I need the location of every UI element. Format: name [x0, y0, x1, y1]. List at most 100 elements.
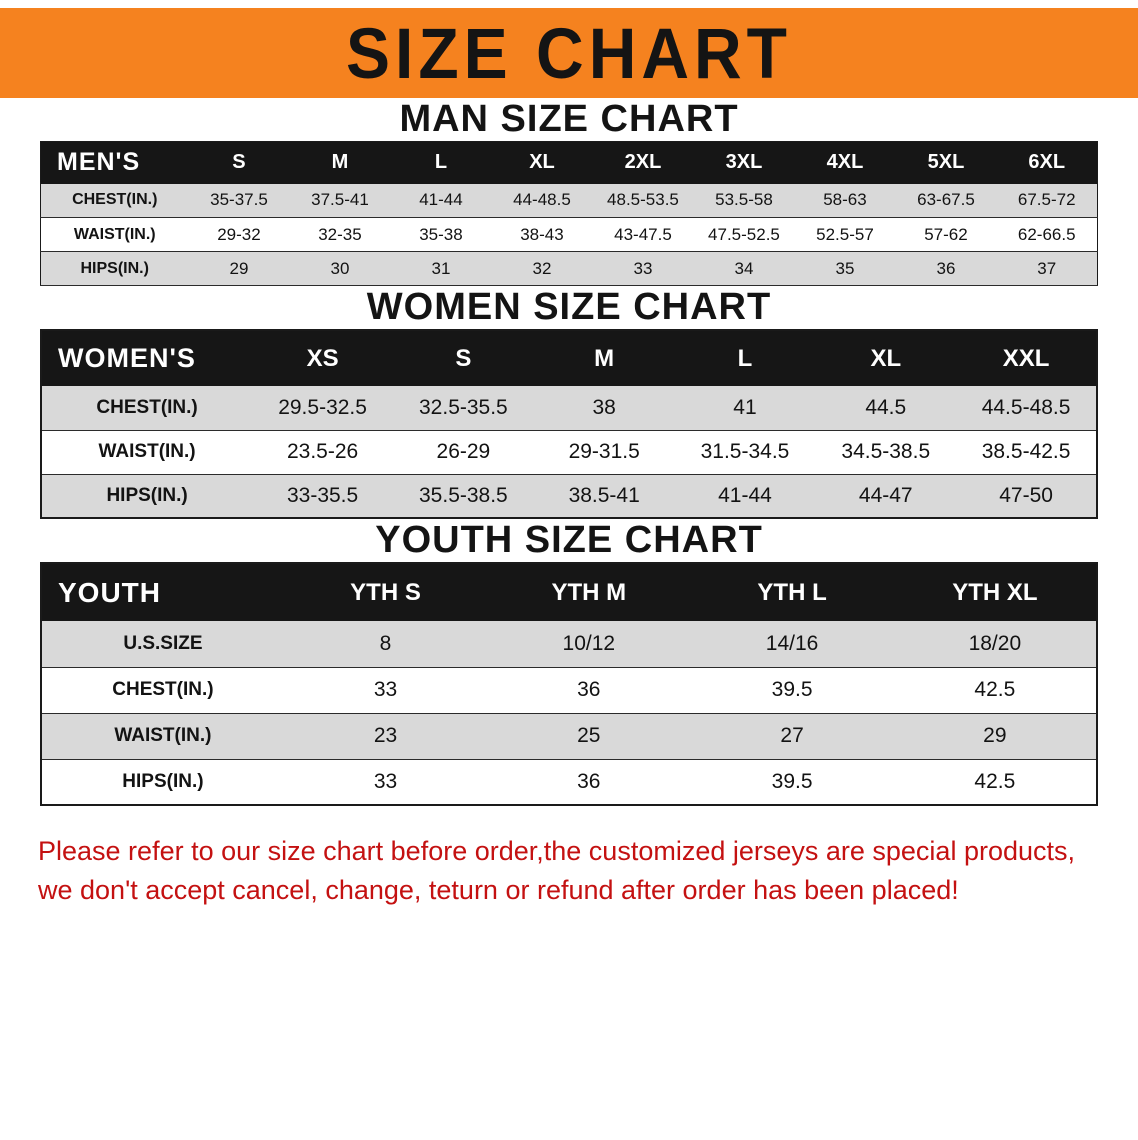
women-header-row: WOMEN'S XS S M L XL XXL [41, 330, 1097, 386]
row-label: WAIST(IN.) [114, 725, 212, 746]
table-row: HIPS(IN.) 33 36 39.5 42.5 [41, 759, 1097, 805]
table-row: CHEST(IN.) 29.5-32.5 32.5-35.5 38 41 44.5 44.5… [41, 386, 1097, 430]
women-size-table: WOMEN'S XS S M L XL XXL CHEST(IN.) 29.5-32.5 32.5… [40, 329, 1098, 519]
size-column-header: L [737, 344, 753, 372]
row-label: CHEST(IN.) [96, 396, 198, 418]
size-column-header: YTH S [350, 578, 421, 606]
size-value-cell: 57-62 [924, 224, 968, 244]
table-row: U.S.SIZE 8 10/12 14/16 18/20 [41, 621, 1097, 667]
row-label: HIPS(IN.) [122, 770, 204, 792]
row-label: WAIST(IN.) [73, 225, 156, 243]
table-row: HIPS(IN.) 33-35.5 35.5-38.5 38.5-41 41-44 44-… [41, 474, 1097, 518]
size-column-header: 2XL [624, 151, 662, 174]
page-title: SIZE CHART [346, 13, 792, 93]
size-value-cell: 33 [373, 769, 398, 793]
size-column-header: XL [529, 151, 555, 174]
size-value-cell: 35.5-38.5 [419, 483, 508, 507]
youth-corner-label: YOUTH [58, 576, 161, 608]
size-value-cell: 31.5-34.5 [700, 440, 790, 463]
size-value-cell: 44.5 [865, 395, 907, 419]
table-row: WAIST(IN.) 23.5-26 26-29 29-31.5 31.5-34.5 34… [41, 430, 1097, 474]
youth-size-table: YOUTH YTH S YTH M YTH L YTH XL U.S.SIZE 8 10/12… [40, 562, 1098, 806]
table-row: WAIST(IN.) 29-32 32-35 35-38 38-43 43-47.5 47.… [40, 217, 1098, 252]
row-label: WAIST(IN.) [98, 441, 196, 462]
size-value-cell: 58-63 [823, 190, 867, 210]
disclaimer-line-1: Please refer to our size chart before or… [38, 836, 1076, 866]
size-value-cell: 41 [733, 395, 757, 419]
size-value-cell: 33 [633, 258, 653, 278]
size-value-cell: 26-29 [436, 440, 491, 463]
size-value-cell: 63-67.5 [917, 190, 975, 210]
size-value-cell: 29 [983, 724, 1007, 747]
row-label: HIPS(IN.) [106, 484, 188, 506]
size-value-cell: 32 [532, 258, 552, 278]
table-row: CHEST(IN.) 33 36 39.5 42.5 [41, 667, 1097, 713]
size-value-cell: 29 [229, 258, 249, 278]
disclaimer-line-2: we don't accept cancel, change, teturn o… [38, 875, 959, 906]
size-column-header: XS [306, 344, 339, 372]
size-column-header: L [434, 151, 448, 174]
size-value-cell: 47-50 [999, 483, 1053, 507]
size-value-cell: 39.5 [771, 769, 813, 793]
size-value-cell: 44-47 [858, 483, 913, 507]
size-value-cell: 35-38 [419, 224, 463, 244]
size-value-cell: 41-44 [718, 483, 772, 507]
size-value-cell: 31 [431, 258, 451, 278]
row-label: HIPS(IN.) [80, 259, 149, 277]
size-column-header: 6XL [1028, 151, 1066, 174]
size-column-header: 3XL [725, 151, 763, 174]
size-column-header: XL [870, 344, 902, 372]
size-value-cell: 8 [379, 631, 392, 655]
youth-header-row: YOUTH YTH S YTH M YTH L YTH XL [41, 563, 1097, 621]
men-corner-label: MEN'S [57, 148, 141, 177]
size-value-cell: 44-48.5 [513, 190, 571, 210]
size-column-header: YTH M [551, 578, 627, 606]
size-value-cell: 39.5 [771, 678, 813, 701]
size-value-cell: 29-31.5 [568, 440, 640, 463]
size-column-header: S [455, 344, 472, 372]
youth-section-heading: YOUTH SIZE CHART [375, 519, 763, 561]
size-value-cell: 14/16 [765, 631, 819, 655]
men-header-row: MEN'S S M L XL 2XL 3XL 4XL 5XL 6XL [40, 141, 1098, 184]
size-chart-banner: SIZE CHART [0, 8, 1138, 98]
size-value-cell: 42.5 [974, 769, 1016, 793]
size-value-cell: 62-66.5 [1017, 224, 1076, 244]
size-value-cell: 30 [330, 258, 350, 278]
row-label: CHEST(IN.) [112, 679, 214, 700]
size-value-cell: 27 [780, 724, 804, 747]
men-section-heading: MAN SIZE CHART [399, 98, 739, 140]
size-value-cell: 18/20 [968, 631, 1022, 655]
row-label: CHEST(IN.) [72, 191, 158, 209]
size-value-cell: 36 [577, 678, 601, 701]
men-size-table: MEN'S S M L XL 2XL 3XL 4XL 5XL 6XL CHEST(IN.) 35-37… [40, 141, 1098, 286]
size-column-header: S [232, 151, 246, 174]
size-column-header: 4XL [826, 151, 864, 174]
size-value-cell: 35 [835, 258, 855, 278]
size-value-cell: 33 [373, 678, 398, 701]
size-value-cell: 52.5-57 [816, 224, 874, 244]
size-value-cell: 29-32 [217, 224, 261, 244]
disclaimer-text: Please refer to our size chart before or… [38, 832, 1100, 910]
size-value-cell: 44.5-48.5 [981, 395, 1071, 419]
size-value-cell: 32-35 [318, 224, 362, 244]
size-value-cell: 35-37.5 [210, 190, 268, 210]
size-value-cell: 23 [373, 724, 398, 747]
size-value-cell: 36 [577, 769, 601, 793]
size-value-cell: 36 [936, 258, 956, 278]
size-column-header: XXL [1002, 344, 1050, 372]
size-value-cell: 38.5-42.5 [981, 440, 1071, 463]
size-value-cell: 67.5-72 [1017, 190, 1076, 210]
size-value-cell: 41-44 [419, 190, 463, 210]
size-value-cell: 38-43 [520, 224, 564, 244]
size-value-cell: 43-47.5 [614, 224, 672, 244]
size-value-cell: 29.5-32.5 [278, 395, 367, 419]
size-value-cell: 42.5 [974, 678, 1016, 701]
size-column-header: M [331, 151, 349, 174]
size-value-cell: 34 [734, 258, 754, 278]
size-column-header: YTH XL [952, 578, 1038, 606]
table-row: WAIST(IN.) 23 25 27 29 [41, 713, 1097, 759]
size-value-cell: 33-35.5 [286, 483, 359, 507]
size-column-header: YTH L [757, 578, 827, 606]
size-value-cell: 53.5-58 [715, 190, 773, 210]
row-label: U.S.SIZE [123, 632, 203, 654]
